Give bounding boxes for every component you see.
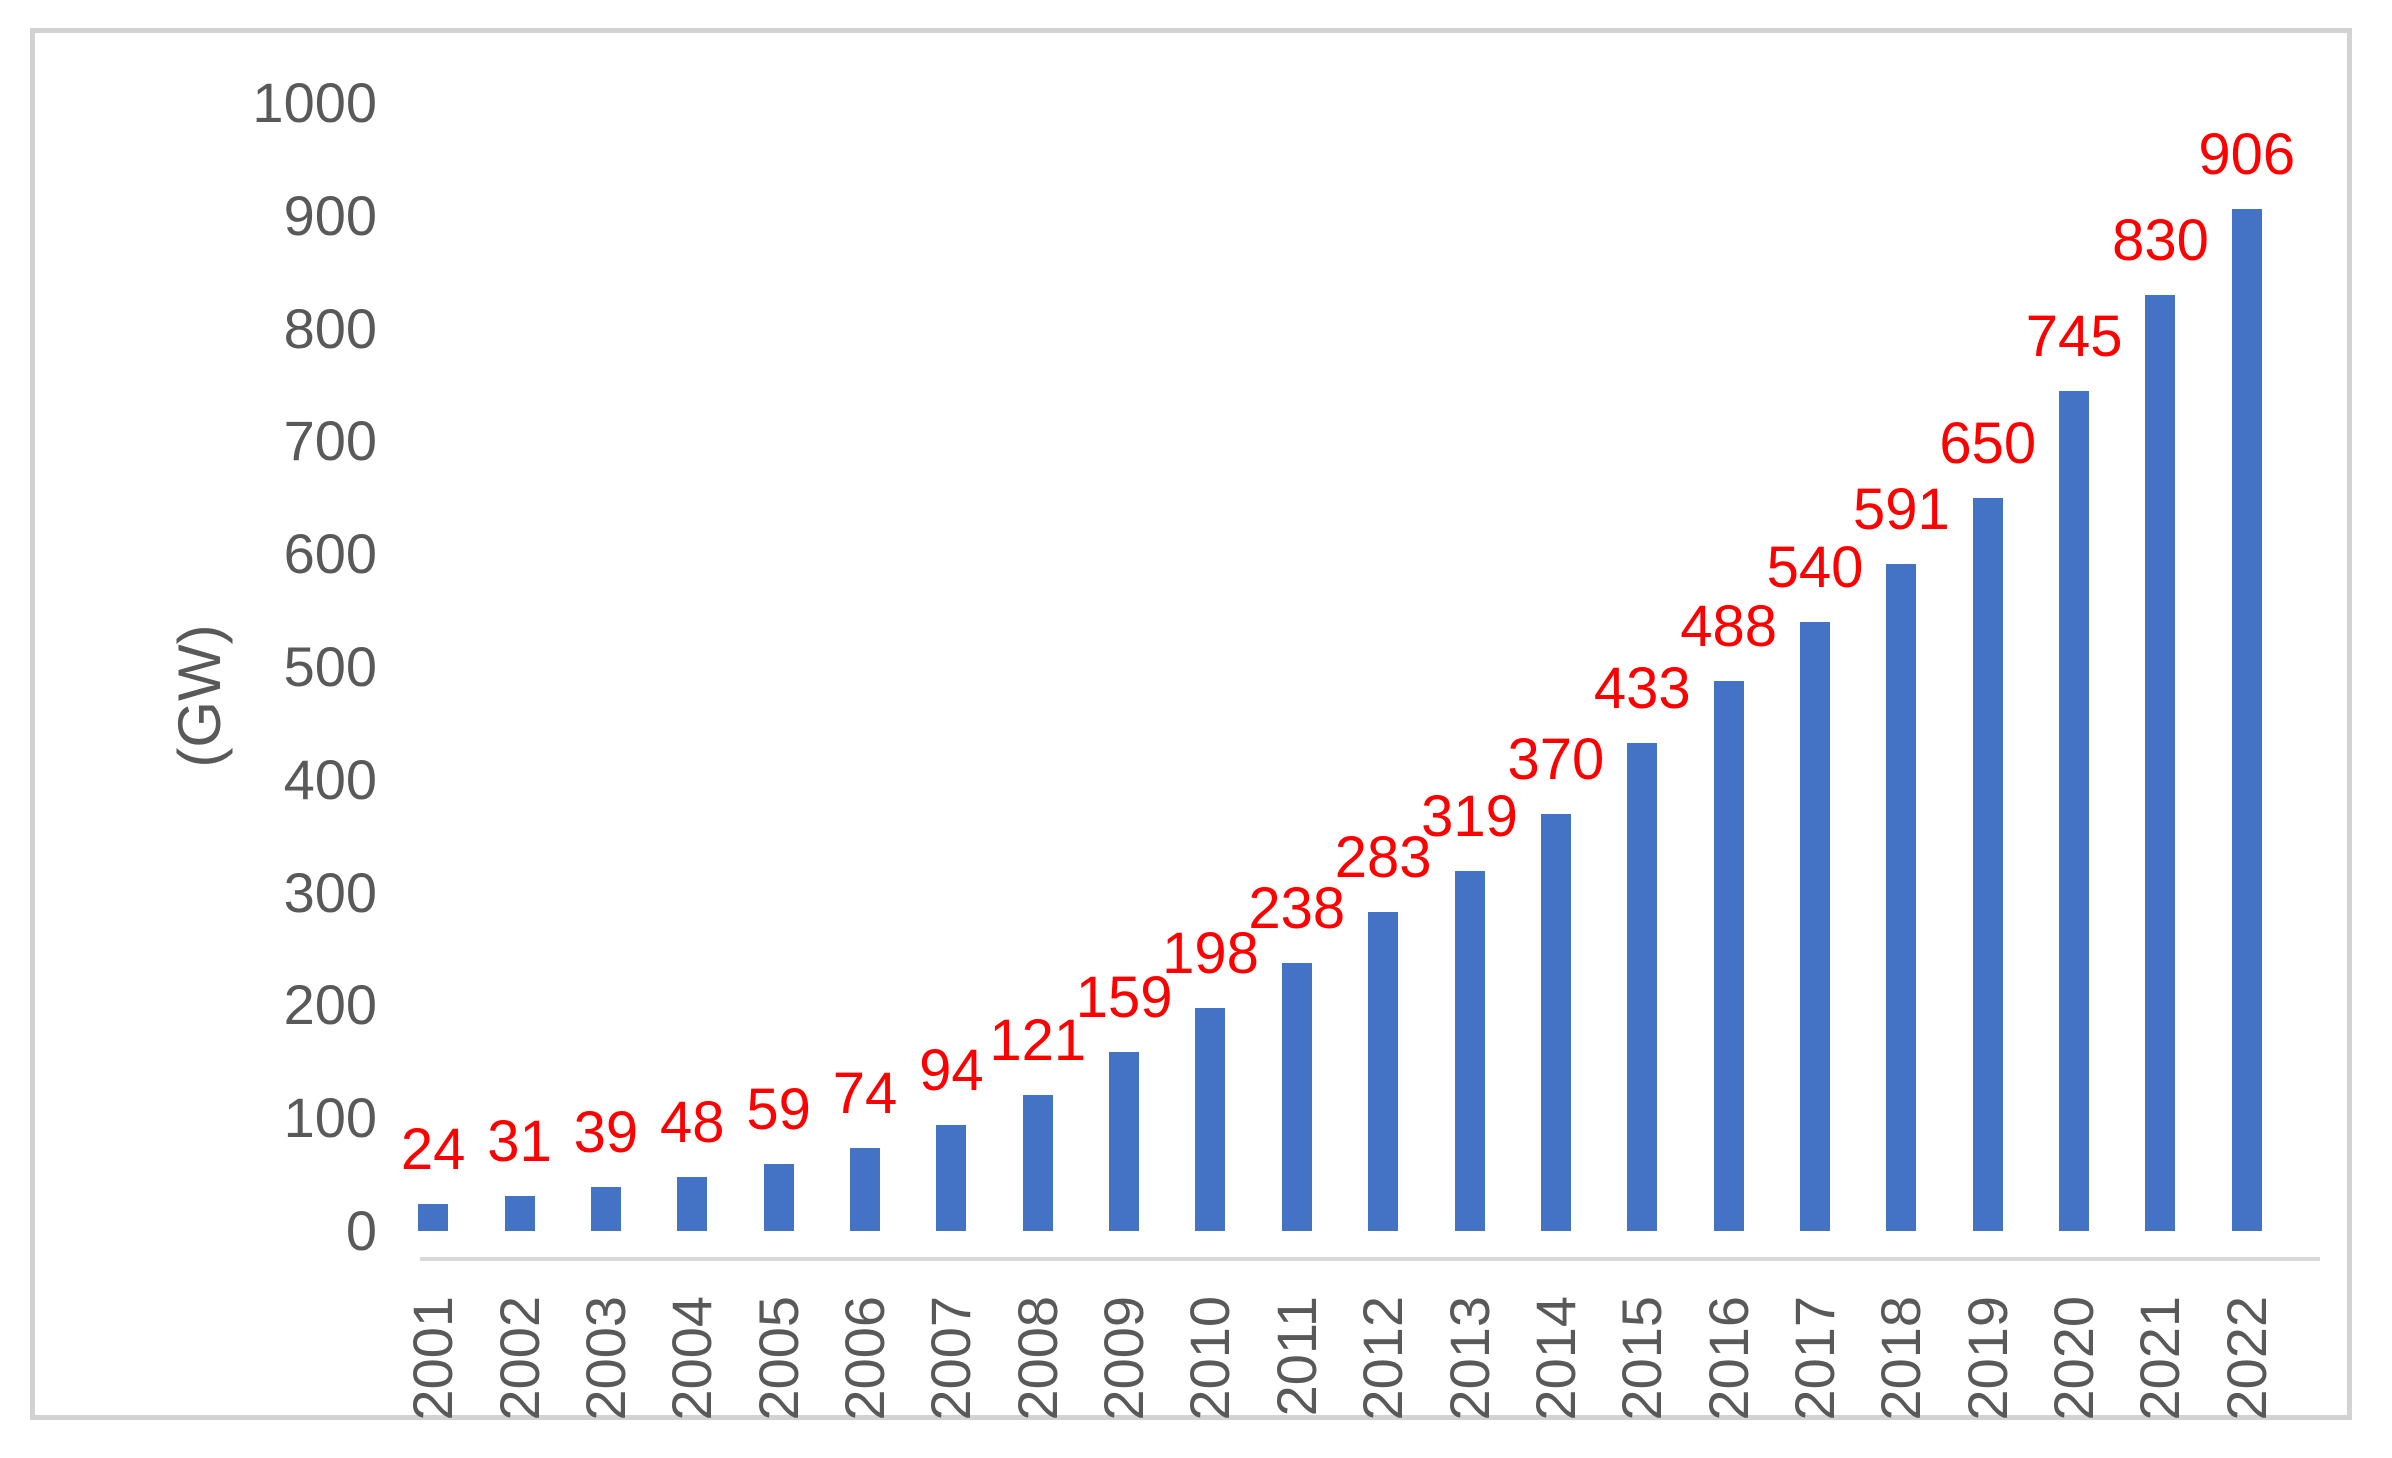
bar-value-label: 31: [487, 1109, 552, 1175]
chart-frame: (GW) 0 100 200 300 400 500 600 700 800 900 1000 24…: [30, 28, 2352, 1421]
bar: [1281, 962, 1312, 1231]
bar: [590, 1187, 621, 1231]
x-tick-label: 2022: [2214, 1296, 2278, 1421]
bar-value-label: 283: [1334, 824, 1432, 890]
y-tick-label: 600: [283, 522, 377, 586]
bar-value-label: 591: [1852, 477, 1950, 543]
y-tick-label: 500: [283, 635, 377, 698]
bar: [1713, 680, 1744, 1231]
y-tick-label: 1000: [252, 71, 377, 134]
x-tick-label: 2014: [1523, 1296, 1587, 1421]
bar-value-label: 24: [400, 1116, 466, 1182]
bar-value-label: 121: [989, 1007, 1087, 1073]
bar-value-label: 94: [919, 1037, 984, 1103]
bar-value-label: 48: [660, 1089, 725, 1155]
bar-value-label: 540: [1766, 534, 1864, 600]
x-tick-label: 2003: [573, 1296, 637, 1421]
bar-value-label: 433: [1593, 655, 1691, 721]
x-tick-label: 2009: [1092, 1296, 1156, 1421]
bar: [763, 1164, 794, 1231]
x-axis-line: [420, 1257, 2320, 1261]
x-tick-label: 2018: [1869, 1296, 1933, 1421]
bar-value-label: 745: [2025, 303, 2123, 369]
bar: [1627, 742, 1658, 1231]
x-tick-label: 2020: [2042, 1296, 2106, 1421]
bar-value-label: 488: [1680, 593, 1778, 659]
x-tick-label: 2006: [833, 1296, 896, 1421]
bar: [1886, 564, 1917, 1231]
bar: [1800, 621, 1830, 1231]
y-tick-label: 0: [345, 1199, 377, 1262]
bar: [2231, 209, 2262, 1231]
x-tick-label: 2013: [1437, 1296, 1501, 1421]
bar-value-label: 650: [1939, 410, 2037, 476]
x-tick-label: 2021: [2128, 1296, 2192, 1421]
bar-value-label: 159: [1075, 964, 1173, 1030]
bar-value-label: 74: [832, 1060, 898, 1126]
bar: [504, 1196, 535, 1231]
bar: [1022, 1094, 1053, 1231]
x-tick-label: 2011: [1264, 1296, 1328, 1417]
bar: [1195, 1007, 1226, 1231]
x-tick-label: 2004: [660, 1296, 724, 1421]
bar: [1109, 1051, 1140, 1231]
x-tick-label: 2001: [401, 1296, 465, 1421]
bar-value-label: 906: [2198, 122, 2296, 188]
y-tick-label: 300: [283, 860, 377, 924]
bar: [1972, 497, 2003, 1231]
y-tick-label: 700: [283, 409, 377, 473]
bar-value-label: 370: [1507, 726, 1605, 792]
bar-value-label: 59: [746, 1077, 811, 1143]
x-tick-label: 2019: [1955, 1296, 2019, 1421]
bar-value-label: 39: [573, 1100, 639, 1165]
bar: [1368, 911, 1399, 1231]
bar: [418, 1203, 449, 1231]
y-tick-label: 800: [283, 296, 377, 360]
y-tick-label: 100: [283, 1086, 377, 1150]
x-tick-label: 2015: [1610, 1296, 1674, 1421]
bar: [1454, 871, 1485, 1231]
y-tick-label: 200: [283, 973, 377, 1037]
x-tick-label: 2007: [919, 1296, 983, 1421]
bar: [2145, 294, 2176, 1231]
x-tick-label: 2002: [487, 1296, 551, 1421]
bar-value-label: 198: [1162, 920, 1259, 986]
x-tick-label: 2017: [1783, 1296, 1846, 1421]
x-tick-label: 2008: [1005, 1296, 1069, 1421]
x-tick-label: 2005: [746, 1296, 810, 1421]
bar-value-label: 830: [2112, 207, 2209, 273]
bar: [2059, 390, 2090, 1231]
x-tick-label: 2010: [1178, 1296, 1242, 1421]
y-tick-label: 900: [283, 183, 377, 247]
bar: [1540, 813, 1571, 1231]
bar: [936, 1124, 967, 1231]
bar-value-label: 238: [1248, 875, 1346, 941]
bar: [677, 1176, 708, 1231]
bar-value-label: 319: [1421, 784, 1518, 850]
y-tick-label: 400: [283, 747, 377, 811]
x-tick-label: 2012: [1351, 1296, 1415, 1421]
bar: [850, 1147, 880, 1231]
x-tick-label: 2016: [1696, 1296, 1760, 1421]
